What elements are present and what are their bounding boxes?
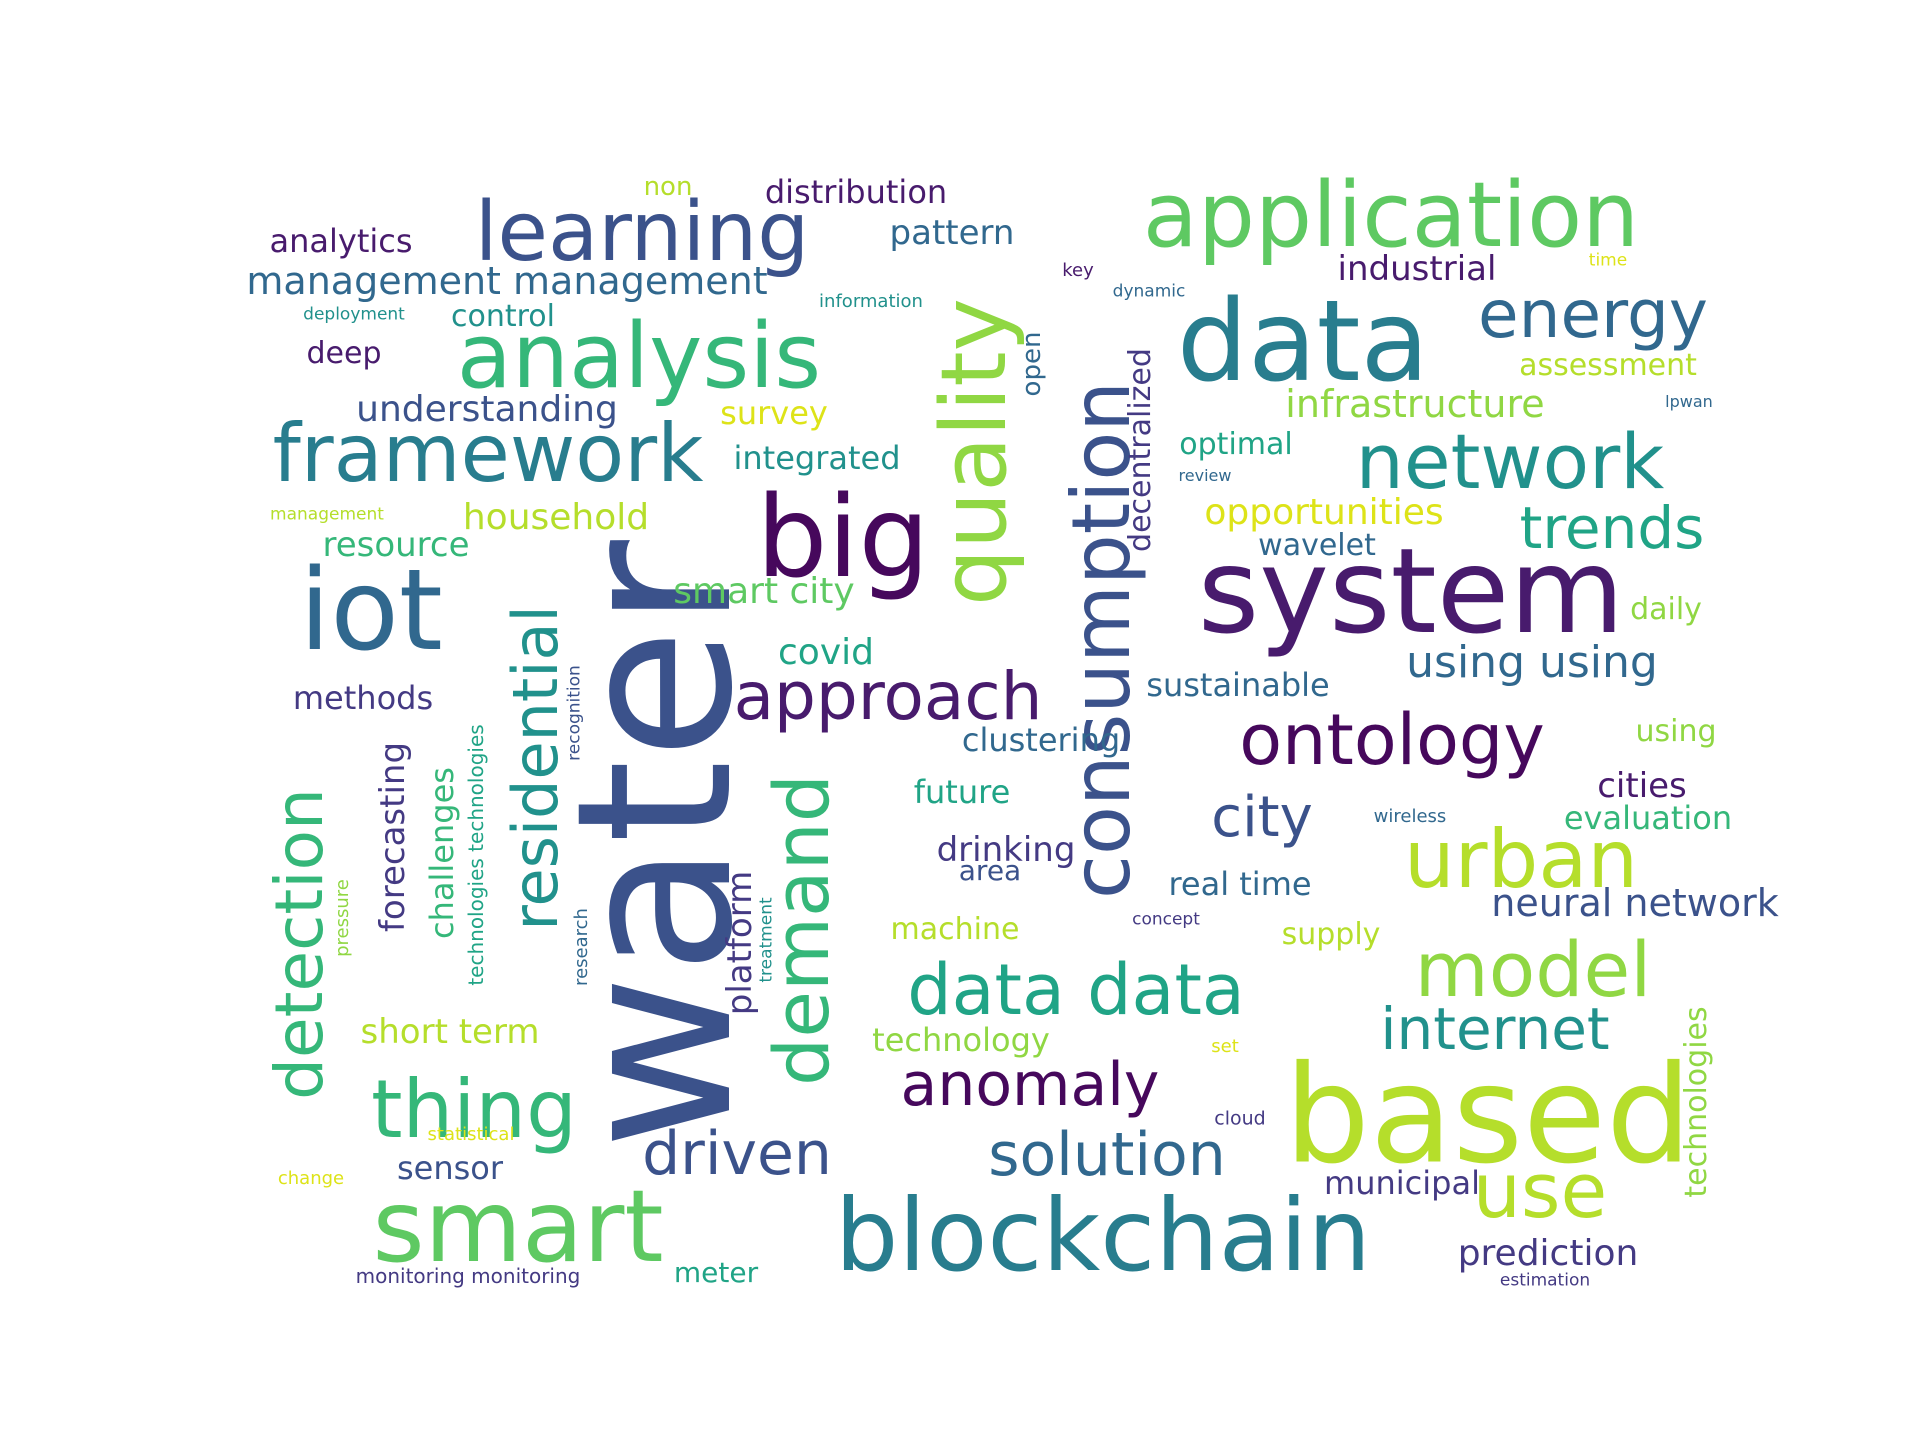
word-blockchain-3: blockchain: [834, 1177, 1372, 1294]
word-methods-64: methods: [292, 679, 434, 717]
word-quality-9: quality: [922, 298, 1027, 606]
word-thing-23: thing: [371, 1063, 577, 1156]
word-urban-19: urban: [1403, 813, 1639, 906]
word-non-78: non: [643, 172, 693, 202]
word-pattern-52: pattern: [889, 213, 1015, 253]
word-meter-72: meter: [673, 1256, 759, 1289]
word-survey-66: survey: [720, 394, 828, 432]
word-monitoring-monitoring-84: monitoring monitoring: [355, 1264, 581, 1288]
word-review-94: review: [1178, 466, 1232, 485]
word-research-81: research: [571, 908, 592, 986]
word-clustering-54: clustering: [961, 721, 1121, 759]
word-residential-17: residential: [499, 605, 572, 931]
word-driven-27: driven: [642, 1119, 832, 1189]
word-cloud-97: cloud: [1214, 1107, 1266, 1130]
word-model-22: model: [1414, 925, 1652, 1014]
word-short-term-43: short term: [360, 1012, 540, 1052]
word-city-31: city: [1211, 785, 1313, 850]
word-based-2: based: [1284, 1036, 1692, 1194]
word-water-0: water: [531, 540, 780, 1150]
word-neural-network-37: neural network: [1491, 881, 1779, 925]
word-use-25: use: [1472, 1146, 1608, 1235]
word-open-76: open: [1017, 331, 1047, 397]
word-supply-69: supply: [1281, 917, 1381, 952]
word-evaluation-56: evaluation: [1563, 799, 1733, 837]
word-network-14: network: [1355, 417, 1665, 506]
word-decentralized-46: decentralized: [1123, 348, 1158, 552]
word-change-89: change: [277, 1168, 345, 1189]
word-learning-12: learning: [474, 185, 810, 280]
word-using-using-32: using using: [1406, 637, 1658, 688]
word-analytics-53: analytics: [269, 222, 413, 260]
word-opportunities-40: opportunities: [1204, 492, 1444, 533]
word-data-data-20: data data: [907, 949, 1245, 1031]
word-framework-13: framework: [272, 407, 704, 500]
word-solution-28: solution: [988, 1120, 1226, 1190]
word-ontology-18: ontology: [1239, 699, 1545, 781]
word-wavelet-61: wavelet: [1258, 528, 1376, 563]
word-technologies-71: technologies: [1679, 1006, 1714, 1198]
word-future-65: future: [913, 773, 1011, 811]
word-anomaly-29: anomaly: [900, 1050, 1160, 1120]
word-cities-59: cities: [1597, 766, 1687, 806]
word-deep-73: deep: [306, 336, 382, 371]
word-distribution-38: distribution: [764, 173, 948, 211]
word-dynamic-90: dynamic: [1112, 281, 1186, 302]
word-industrial-39: industrial: [1337, 249, 1497, 289]
word-forecasting-41: forecasting: [373, 741, 413, 933]
word-infrastructure-35: infrastructure: [1285, 382, 1545, 426]
word-integrated-51: integrated: [733, 439, 901, 477]
word-resource-50: resource: [322, 525, 470, 565]
word-drinking-48: drinking: [936, 830, 1076, 870]
word-system-1: system: [1197, 522, 1625, 660]
word-challenges-42: challenges: [423, 767, 461, 939]
word-optimal-62: optimal: [1179, 427, 1293, 462]
word-pressure-82: pressure: [332, 879, 353, 957]
word-approach-21: approach: [733, 658, 1043, 735]
word-key-91: key: [1062, 260, 1094, 281]
word-platform-47: platform: [720, 870, 760, 1016]
word-daily-74: daily: [1630, 592, 1702, 627]
word-wireless-95: wireless: [1373, 806, 1447, 827]
word-covid-60: covid: [778, 632, 874, 673]
word-energy-24: energy: [1478, 276, 1708, 353]
word-deployment-86: deployment: [303, 304, 405, 325]
word-using-75: using: [1635, 714, 1717, 749]
word-prediction-34: prediction: [1457, 1233, 1639, 1274]
word-analysis-11: analysis: [456, 304, 822, 409]
word-real-time-58: real time: [1168, 865, 1312, 903]
word-iot-4: iot: [299, 546, 443, 676]
word-area-77: area: [958, 854, 1022, 887]
word-big-5: big: [756, 473, 930, 603]
word-statistical-88: statistical: [427, 1124, 515, 1145]
word-treatment-83: treatment: [756, 897, 777, 983]
word-time-92: time: [1588, 250, 1628, 271]
word-household-36: household: [462, 497, 650, 538]
word-management-management-33: management management: [246, 259, 768, 303]
word-technologies-technologies-79: technologies technologies: [464, 724, 488, 986]
word-management-87: management: [270, 504, 384, 525]
word-application-7: application: [1142, 163, 1640, 268]
word-concept-96: concept: [1132, 909, 1200, 930]
word-recognition-80: recognition: [564, 665, 585, 761]
word-sensor-67: sensor: [396, 1149, 504, 1187]
word-internet-26: internet: [1380, 995, 1610, 1063]
word-assessment-70: assessment: [1519, 348, 1697, 383]
word-set-98: set: [1211, 1036, 1239, 1057]
word-understanding-45: understanding: [356, 389, 618, 430]
word-technology-49: technology: [872, 1021, 1050, 1059]
word-smart-city-44: smart city: [673, 571, 855, 612]
word-data-6: data: [1176, 277, 1430, 407]
word-machine-68: machine: [890, 912, 1020, 947]
word-municipal-57: municipal: [1324, 1164, 1480, 1202]
word-lpwan-93: lpwan: [1665, 392, 1713, 411]
word-sustainable-55: sustainable: [1146, 666, 1330, 704]
word-control-63: control: [451, 299, 555, 334]
word-information-85: information: [819, 291, 923, 312]
word-estimation-99: estimation: [1499, 1270, 1591, 1291]
word-smart-8: smart: [372, 1168, 664, 1285]
word-detection-16: detection: [261, 788, 338, 1100]
word-trends-30: trends: [1519, 494, 1705, 562]
